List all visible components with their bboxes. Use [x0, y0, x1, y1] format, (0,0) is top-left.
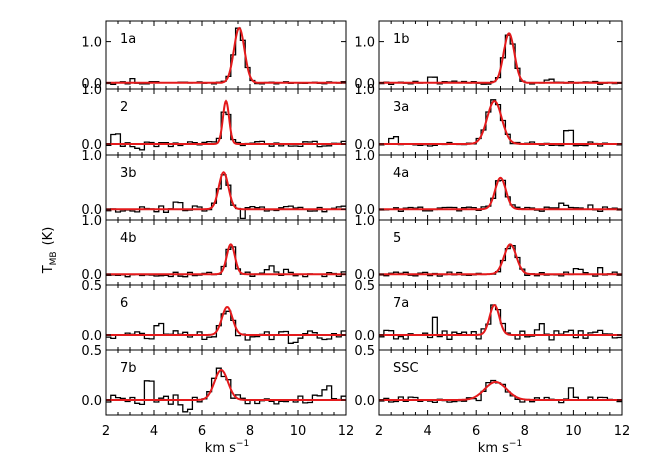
- spectrum-panel-7b: 0.0 0.5 7b 2 4 6 8 10 12: [81, 344, 354, 439]
- observed-spectrum-2: [106, 111, 346, 151]
- observed-spectrum-1a: [106, 27, 346, 85]
- y-tick-label: 0.5: [81, 279, 102, 294]
- y-tick-label: 1.0: [81, 214, 102, 229]
- x-tick-label: 10: [565, 424, 582, 439]
- gaussian-fit-7a: [379, 303, 622, 336]
- y-tick-label: 0.0: [81, 203, 102, 218]
- observed-spectrum-4a: [379, 179, 622, 212]
- panel-frame: [378, 20, 623, 90]
- x-tick-label: 10: [290, 424, 307, 439]
- gaussian-fit-3a: [379, 100, 622, 145]
- spectrum-panel-4a: 0.0 1.0 4a: [354, 149, 623, 221]
- spectrum-panel-7a: 0.0 0.5 7a: [354, 279, 623, 351]
- y-tick-label: 0.5: [354, 279, 375, 294]
- y-axis-title-subscript: MB: [49, 251, 59, 265]
- panel-label: 4b: [120, 231, 137, 246]
- y-tick-label: 1.0: [354, 83, 375, 98]
- gaussian-fit-4b: [106, 243, 346, 276]
- gaussian-fit-ssc: [379, 381, 622, 401]
- y-tick-label: 0.0: [81, 268, 102, 283]
- x-axis-title-right: km s−1: [478, 439, 522, 456]
- gaussian-fit-6: [106, 305, 346, 336]
- panel-label: 1a: [120, 32, 136, 47]
- y-tick-label: 0.0: [81, 329, 102, 344]
- x-tick-label: 6: [472, 424, 480, 439]
- gaussian-fit-4a: [379, 176, 622, 211]
- panel-label: 3b: [120, 166, 137, 181]
- y-tick-label: 0.0: [81, 138, 102, 153]
- panel-label: 1b: [393, 32, 410, 47]
- y-tick-label: 0.0: [81, 394, 102, 409]
- observed-spectrum-6: [106, 310, 346, 344]
- y-tick-label: 0.0: [354, 268, 375, 283]
- spectrum-panel-6: 0.0 0.5 6: [81, 279, 347, 351]
- gaussian-fit-5: [379, 243, 622, 276]
- panel-frame: [105, 284, 347, 351]
- spectrum-panel-3b: 0.0 1.0 3b: [81, 149, 347, 221]
- x-tick-label: 2: [102, 424, 110, 439]
- x-tick-label: 4: [150, 424, 158, 439]
- observed-spectrum-1b: [379, 34, 622, 86]
- y-tick-label: 0.0: [354, 77, 375, 92]
- panel-frame: [105, 88, 347, 156]
- panel-label: 7a: [393, 296, 409, 311]
- panel-grid: 0.01.0 1a0.01.020.01.03b0.01.04b0.00.560.…: [81, 20, 630, 439]
- gaussian-fit-1b: [379, 32, 622, 84]
- spectrum-panel-1a: 0.0 1.0 1a: [81, 20, 347, 92]
- y-tick-label: 0.0: [354, 138, 375, 153]
- y-tick-label: 0.5: [81, 344, 102, 359]
- spectrum-panel-5: 0.0 1.0 5: [354, 214, 623, 286]
- observed-spectrum-3a: [379, 99, 622, 147]
- spectrum-panel-ssc: 0.0 0.5 SSC 2 4 6 8 10 12: [354, 344, 630, 439]
- y-tick-label: 0.0: [354, 329, 375, 344]
- spectrum-panel-1b: 0.0 1.0 1b: [354, 20, 623, 92]
- spectrum-panel-2: 0.0 1.0 2: [81, 83, 347, 156]
- panel-frame: [105, 349, 347, 416]
- x-tick-label: 8: [521, 424, 529, 439]
- x-tick-label: 12: [338, 424, 355, 439]
- gaussian-fit-3b: [106, 171, 346, 211]
- panel-label: 3a: [393, 100, 409, 115]
- panel-label: 5: [393, 231, 401, 246]
- gaussian-fit-1a: [106, 26, 346, 84]
- panel-label: 7b: [120, 361, 137, 376]
- x-tick-label: 2: [375, 424, 383, 439]
- panel-frame: [105, 154, 347, 221]
- y-axis-title-unit: (K): [41, 227, 56, 246]
- gaussian-fit-2: [106, 99, 346, 145]
- y-tick-label: 0.0: [354, 203, 375, 218]
- panel-frame: [378, 154, 623, 221]
- panel-label: 6: [120, 296, 128, 311]
- x-axis-title-left: km s−1: [205, 439, 249, 456]
- spectrum-panel-3a: 0.0 1.0 3a: [354, 83, 623, 156]
- panel-label: 2: [120, 100, 128, 115]
- y-tick-label: 1.0: [354, 36, 375, 51]
- observed-spectrum-5: [379, 245, 622, 277]
- x-tick-label: 8: [246, 424, 254, 439]
- panel-label: 4a: [393, 166, 409, 181]
- y-tick-label: 1.0: [354, 214, 375, 229]
- gaussian-fit-7b: [106, 368, 346, 401]
- x-tick-label: 4: [423, 424, 431, 439]
- y-tick-label: 0.0: [81, 77, 102, 92]
- y-tick-label: 1.0: [81, 36, 102, 51]
- y-tick-label: 1.0: [354, 149, 375, 164]
- observed-spectrum-3b: [106, 174, 346, 220]
- y-tick-label: 0.5: [354, 344, 375, 359]
- y-axis-title: TMB(K): [41, 227, 59, 275]
- y-tick-label: 1.0: [81, 149, 102, 164]
- panel-label: SSC: [393, 361, 419, 376]
- x-tick-label: 12: [614, 424, 631, 439]
- spectrum-panel-4b: 0.0 1.0 4b: [81, 214, 347, 286]
- y-tick-label: 0.0: [354, 394, 375, 409]
- x-tick-label: 6: [198, 424, 206, 439]
- y-tick-label: 1.0: [81, 83, 102, 98]
